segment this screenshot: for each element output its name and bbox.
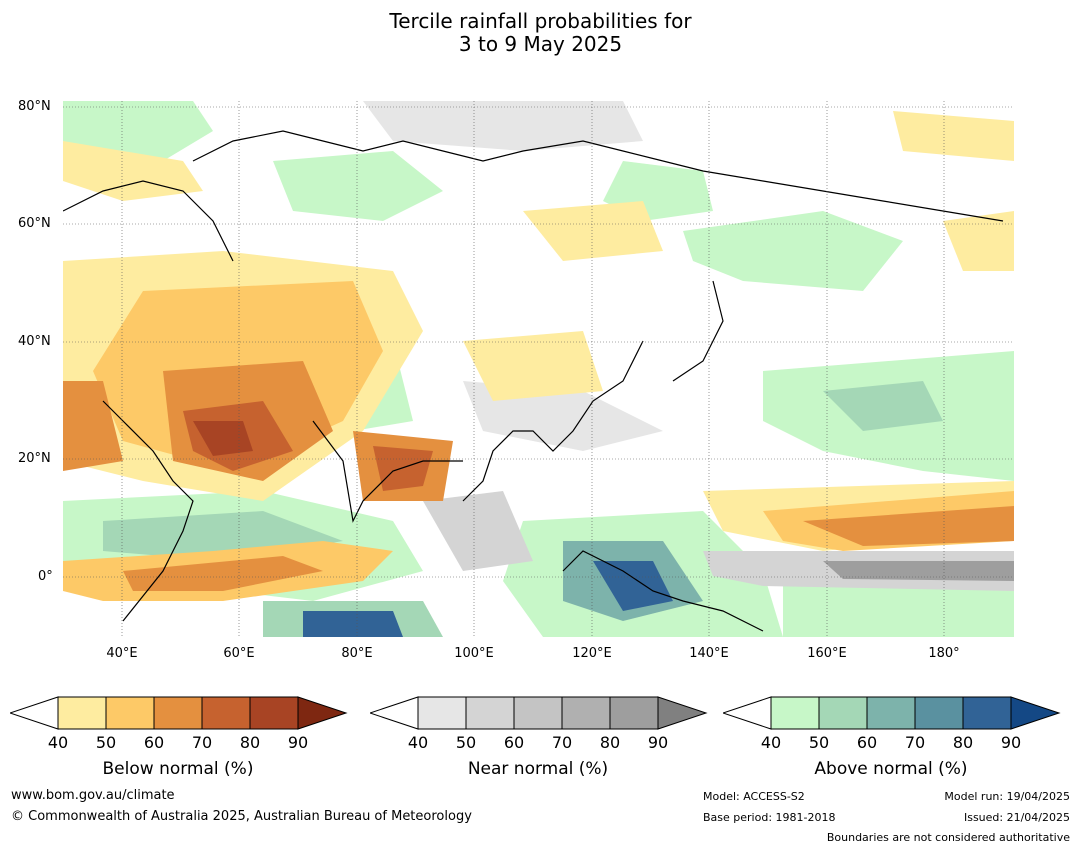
below-tick: 40: [47, 733, 69, 752]
graticule: [63, 101, 1014, 637]
issued-date: Issued: 21/04/2025: [963, 811, 1070, 824]
lon-label-40e: 40°E: [106, 646, 138, 661]
boundary-disclaimer: Boundaries are not considered authoritat…: [826, 831, 1070, 844]
lon-label-120e: 120°E: [572, 646, 612, 661]
map-title-line2: 3 to 9 May 2025: [458, 32, 623, 56]
colorbar-title-near: Near normal (%): [467, 759, 609, 779]
lat-label-0: 0°: [38, 569, 53, 584]
copyright-text: © Commonwealth of Australia 2025, Austra…: [11, 809, 472, 824]
map-title-line1: Tercile rainfall probabilities for: [389, 9, 692, 33]
colorbar-title-below: Below normal (%): [102, 759, 254, 779]
lon-label-80e: 80°E: [341, 646, 373, 661]
near-tick: 90: [647, 733, 669, 752]
lon-label-180: 180°: [928, 646, 960, 661]
below-tick: 70: [191, 733, 213, 752]
near-tick: 50: [455, 733, 477, 752]
model-name: Model: ACCESS-S2: [703, 790, 805, 803]
colorbar-above-normal: [723, 696, 1061, 730]
above-tick: 40: [760, 733, 782, 752]
below-tick: 80: [239, 733, 261, 752]
lat-label-60n: 60°N: [18, 216, 51, 231]
lon-label-140e: 140°E: [689, 646, 729, 661]
above-tick: 80: [952, 733, 974, 752]
coastlines: [63, 130, 1004, 632]
near-tick: 70: [551, 733, 573, 752]
near-tick: 40: [407, 733, 429, 752]
base-period: Base period: 1981-2018: [703, 811, 836, 824]
lat-label-40n: 40°N: [18, 334, 51, 349]
probability-map: [63, 101, 1014, 637]
colorbar-below-normal: [10, 696, 348, 730]
below-normal-areas: [63, 111, 1014, 601]
map-canvas: [63, 101, 1014, 637]
below-tick: 50: [95, 733, 117, 752]
lon-label-60e: 60°E: [223, 646, 255, 661]
near-tick: 60: [503, 733, 525, 752]
near-tick: 80: [599, 733, 621, 752]
colorbar-near-normal: [370, 696, 708, 730]
below-tick: 60: [143, 733, 165, 752]
model-run-date: Model run: 19/04/2025: [944, 790, 1070, 803]
colorbar-title-above: Above normal (%): [814, 759, 968, 779]
lat-label-20n: 20°N: [18, 451, 51, 466]
lat-label-80n: 80°N: [18, 99, 51, 114]
lon-label-100e: 100°E: [454, 646, 494, 661]
above-tick: 90: [1000, 733, 1022, 752]
lon-label-160e: 160°E: [807, 646, 847, 661]
below-tick: 90: [287, 733, 309, 752]
above-tick: 50: [808, 733, 830, 752]
above-tick: 70: [904, 733, 926, 752]
website-link[interactable]: www.bom.gov.au/climate: [11, 788, 175, 803]
above-tick: 60: [856, 733, 878, 752]
